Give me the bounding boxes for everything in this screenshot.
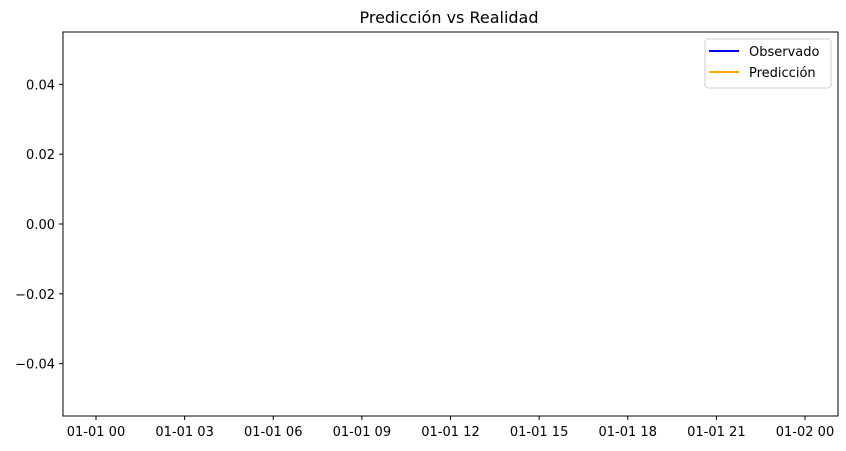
x-axis: 01-01 00 01-01 03 01-01 06 01-01 09 01-01 12… bbox=[67, 416, 834, 440]
y-tick-label: 0.00 bbox=[26, 218, 55, 233]
x-tick-label: 01-01 15 bbox=[510, 425, 568, 440]
legend: Observado Predicción bbox=[704, 38, 832, 89]
x-tick-label: 01-01 00 bbox=[67, 425, 125, 440]
x-tick-label: 01-01 12 bbox=[421, 425, 479, 440]
x-tick-label: 01-01 21 bbox=[687, 425, 745, 440]
plot-area bbox=[62, 31, 839, 417]
legend-label-observado: Observado bbox=[749, 45, 820, 60]
y-tick-label: −0.02 bbox=[15, 288, 55, 303]
y-axis: 0.04 0.02 0.00 −0.02 −0.04 bbox=[15, 78, 63, 373]
legend-label-prediccion: Predicción bbox=[749, 66, 816, 81]
x-tick-label: 01-01 06 bbox=[244, 425, 302, 440]
y-tick-label: −0.04 bbox=[15, 358, 55, 373]
x-tick-label: 01-02 00 bbox=[776, 425, 834, 440]
y-tick-label: 0.04 bbox=[26, 78, 55, 93]
x-tick-label: 01-01 18 bbox=[599, 425, 657, 440]
y-tick-label: 0.02 bbox=[26, 148, 55, 163]
x-tick-label: 01-01 03 bbox=[155, 425, 213, 440]
x-tick-label: 01-01 09 bbox=[333, 425, 391, 440]
chart-title: Predicción vs Realidad bbox=[359, 8, 538, 27]
